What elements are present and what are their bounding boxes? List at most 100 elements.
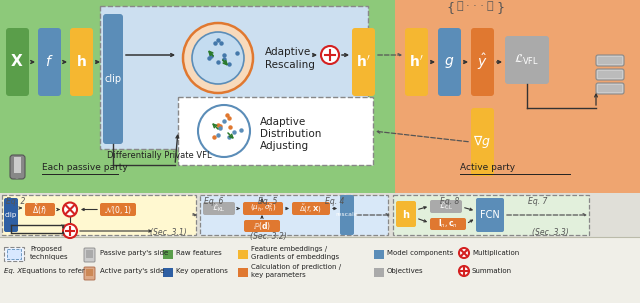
Text: $\mathbf{h}'$: $\mathbf{h}'$ xyxy=(356,55,371,70)
Text: $\mathcal{L}_{\mathrm{VFL}}$: $\mathcal{L}_{\mathrm{VFL}}$ xyxy=(515,53,540,67)
Bar xyxy=(163,268,173,277)
Text: Feature embeddings /
Gradients of embeddings: Feature embeddings / Gradients of embedd… xyxy=(251,247,339,259)
Text: {: { xyxy=(446,2,454,15)
Circle shape xyxy=(192,32,244,84)
FancyBboxPatch shape xyxy=(596,55,624,66)
Text: clip: clip xyxy=(5,212,17,218)
FancyBboxPatch shape xyxy=(203,202,235,215)
Text: Passive party's side: Passive party's side xyxy=(100,250,168,256)
Bar xyxy=(0,237,640,303)
Text: Eq. 8: Eq. 8 xyxy=(440,197,460,206)
FancyBboxPatch shape xyxy=(6,28,29,96)
Bar xyxy=(163,250,173,259)
FancyBboxPatch shape xyxy=(100,203,136,216)
Text: $\mathbf{h}$: $\mathbf{h}$ xyxy=(76,55,86,69)
Text: Model components: Model components xyxy=(387,250,453,256)
Bar xyxy=(86,250,93,258)
Bar xyxy=(393,195,589,235)
Text: Calculation of prediction /
key parameters: Calculation of prediction / key paramete… xyxy=(251,265,341,278)
FancyBboxPatch shape xyxy=(505,36,549,84)
Text: X: X xyxy=(11,55,23,69)
Text: Active party: Active party xyxy=(460,164,515,172)
Text: Key operations: Key operations xyxy=(176,268,228,274)
Text: clip: clip xyxy=(104,74,122,84)
Text: FCN: FCN xyxy=(480,210,500,220)
Text: $(\mu_h, \sigma_h^2)$: $(\mu_h, \sigma_h^2)$ xyxy=(250,202,276,215)
FancyBboxPatch shape xyxy=(430,218,466,230)
FancyBboxPatch shape xyxy=(292,202,330,215)
FancyBboxPatch shape xyxy=(10,155,25,179)
FancyBboxPatch shape xyxy=(243,202,283,215)
Text: (Sec. 3.2): (Sec. 3.2) xyxy=(250,232,286,241)
Circle shape xyxy=(198,105,250,157)
Text: Adjusting: Adjusting xyxy=(260,141,309,151)
Circle shape xyxy=(63,224,77,238)
Text: Summation: Summation xyxy=(472,268,512,274)
Text: Each passive party: Each passive party xyxy=(42,164,128,172)
Text: (Sec. 3.1): (Sec. 3.1) xyxy=(150,228,186,237)
Text: Multiplication: Multiplication xyxy=(472,250,519,256)
Text: 📱: 📱 xyxy=(457,1,463,11)
Text: Proposed
techniques: Proposed techniques xyxy=(30,247,68,259)
FancyBboxPatch shape xyxy=(38,28,61,96)
Bar xyxy=(200,195,388,235)
Text: $\mathbf{l}_n, \mathbf{c}_n$: $\mathbf{l}_n, \mathbf{c}_n$ xyxy=(438,218,458,230)
FancyBboxPatch shape xyxy=(471,108,494,176)
Text: Eq. 2: Eq. 2 xyxy=(6,197,26,206)
Text: Eq. 5: Eq. 5 xyxy=(258,197,277,206)
Text: $f$: $f$ xyxy=(45,55,53,69)
Text: · · ·: · · · xyxy=(466,1,484,11)
Text: $\mathbf{h}$: $\mathbf{h}$ xyxy=(402,208,410,220)
FancyBboxPatch shape xyxy=(244,220,280,232)
Text: Objectives: Objectives xyxy=(387,268,424,274)
Text: $\mathbb{P}(\mathbf{d})$: $\mathbb{P}(\mathbf{d})$ xyxy=(253,220,271,232)
Bar xyxy=(4,247,24,261)
Bar xyxy=(7,249,21,259)
Text: (Sec. 3.3): (Sec. 3.3) xyxy=(532,228,568,237)
Text: $g$: $g$ xyxy=(444,55,454,69)
Text: Distribution: Distribution xyxy=(260,129,321,139)
Text: 📱: 📱 xyxy=(486,1,493,11)
Text: rescale: rescale xyxy=(336,212,358,218)
FancyBboxPatch shape xyxy=(430,200,462,213)
Bar xyxy=(374,250,384,259)
Text: Differentially Private VFL: Differentially Private VFL xyxy=(107,151,212,160)
Text: Equations to refer: Equations to refer xyxy=(22,268,84,274)
Bar xyxy=(100,6,368,149)
FancyBboxPatch shape xyxy=(340,195,354,235)
Bar xyxy=(0,193,640,237)
Bar xyxy=(374,268,384,277)
Text: $\nabla g$: $\nabla g$ xyxy=(473,134,491,151)
Text: $\tilde{\Delta}(f)$: $\tilde{\Delta}(f)$ xyxy=(33,202,47,217)
FancyBboxPatch shape xyxy=(84,267,95,280)
Text: Eq. 7: Eq. 7 xyxy=(528,197,547,206)
FancyBboxPatch shape xyxy=(352,28,375,96)
Bar xyxy=(14,157,21,173)
Text: $\hat{y}$: $\hat{y}$ xyxy=(477,52,487,72)
Text: Adaptive: Adaptive xyxy=(265,47,311,57)
Bar xyxy=(598,57,622,64)
Text: $\tilde{\Delta}(f,\mathbf{X})$: $\tilde{\Delta}(f,\mathbf{X})$ xyxy=(300,202,323,215)
FancyBboxPatch shape xyxy=(103,14,123,144)
Bar xyxy=(598,85,622,92)
FancyBboxPatch shape xyxy=(70,28,93,96)
Text: Eq. 4: Eq. 4 xyxy=(324,197,344,206)
FancyBboxPatch shape xyxy=(476,198,504,232)
FancyBboxPatch shape xyxy=(25,203,55,216)
Bar xyxy=(0,0,395,195)
Bar xyxy=(2,195,196,235)
Bar xyxy=(598,71,622,78)
Text: Active party's side: Active party's side xyxy=(100,268,164,274)
Text: Adaptive: Adaptive xyxy=(260,117,307,127)
FancyBboxPatch shape xyxy=(84,248,95,262)
FancyBboxPatch shape xyxy=(405,28,428,96)
FancyBboxPatch shape xyxy=(438,28,461,96)
FancyBboxPatch shape xyxy=(396,201,416,227)
Bar xyxy=(395,0,640,195)
Circle shape xyxy=(63,202,77,217)
FancyBboxPatch shape xyxy=(471,28,494,96)
Circle shape xyxy=(183,23,253,93)
Text: }: } xyxy=(496,2,504,15)
Circle shape xyxy=(321,46,339,64)
Text: Eq. 6: Eq. 6 xyxy=(204,197,223,206)
